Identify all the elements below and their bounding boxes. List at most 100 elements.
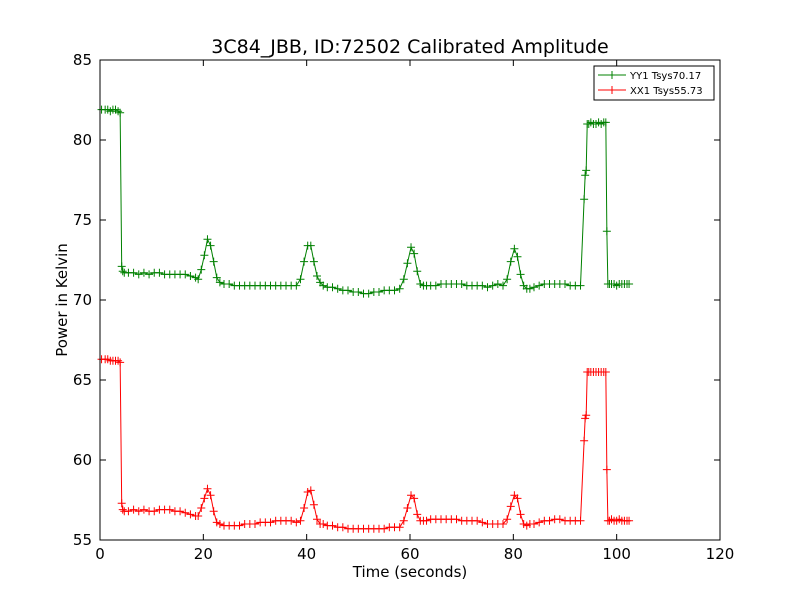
x-tick-label: 100 — [602, 545, 631, 563]
data-point — [235, 521, 244, 530]
data-point — [194, 275, 203, 284]
data-point — [186, 510, 195, 519]
data-point — [296, 516, 305, 525]
y-axis-title: Power in Kelvin — [53, 243, 71, 357]
data-point — [602, 465, 611, 474]
data-point — [625, 516, 634, 525]
data-point — [266, 518, 275, 527]
data-point — [181, 270, 190, 279]
data-point — [117, 499, 126, 508]
data-point — [150, 507, 159, 516]
data-point — [124, 507, 133, 516]
data-point — [309, 500, 318, 509]
data-point — [545, 516, 554, 525]
data-point — [300, 257, 309, 266]
data-point — [134, 507, 143, 516]
data-point — [155, 268, 164, 277]
x-tick-label: 120 — [706, 545, 735, 563]
data-point — [457, 280, 466, 288]
data-point — [525, 284, 534, 293]
legend-marker-xx1 — [608, 86, 616, 94]
data-point — [145, 270, 154, 279]
legend-label-yy1: YY1 Tsys70.17 — [629, 71, 701, 82]
legend-label-xx1: XX1 Tsys55.73 — [630, 86, 703, 97]
data-point — [292, 281, 301, 290]
data-point — [186, 272, 195, 280]
data-point — [116, 108, 125, 117]
data-point — [313, 272, 321, 280]
data-point — [503, 275, 512, 284]
legend-marker-yy1 — [608, 71, 616, 79]
y-tick-label: 85 — [73, 51, 92, 69]
data-point — [601, 368, 610, 376]
data-point — [225, 280, 234, 288]
data-point — [431, 281, 440, 290]
data-point — [473, 516, 482, 525]
data-point — [319, 520, 328, 528]
y-axis: 55 60 65 70 75 80 85 — [73, 51, 720, 549]
data-point — [499, 281, 507, 290]
data-point — [602, 227, 611, 236]
data-point — [530, 283, 538, 292]
data-point — [407, 243, 416, 252]
data-point — [413, 267, 422, 276]
data-point — [116, 358, 125, 367]
data-point — [390, 286, 399, 295]
x-tick-label: 80 — [504, 545, 523, 563]
data-point — [422, 516, 431, 525]
data-point — [215, 520, 224, 528]
data-point — [582, 166, 591, 175]
data-point — [209, 257, 218, 266]
data-point — [499, 520, 507, 528]
data-point — [209, 507, 218, 516]
data-point — [506, 502, 515, 511]
y-tick-label: 60 — [73, 451, 92, 469]
data-point — [203, 484, 212, 493]
data-point — [117, 262, 126, 271]
series-0 — [97, 105, 634, 298]
data-point — [165, 505, 174, 514]
data-point — [118, 505, 127, 514]
data-point — [118, 267, 127, 276]
data-point — [413, 510, 422, 519]
data-point — [309, 257, 318, 266]
x-tick-label: 0 — [95, 545, 105, 563]
data-point — [319, 281, 328, 290]
data-point — [197, 504, 206, 512]
data-point — [580, 436, 589, 445]
data-point — [197, 265, 206, 274]
x-tick-label: 20 — [194, 545, 213, 563]
data-point — [129, 505, 138, 514]
data-point — [452, 515, 461, 524]
data-point — [206, 241, 215, 250]
data-point — [251, 520, 259, 528]
data-point — [354, 288, 363, 296]
data-point — [580, 195, 589, 204]
data-point — [493, 280, 502, 288]
data-point — [364, 289, 373, 298]
data-point — [625, 280, 634, 288]
data-point — [200, 494, 209, 503]
legend: YY1 Tsys70.17 XX1 Tsys55.73 — [593, 65, 715, 101]
y-tick-label: 75 — [73, 211, 92, 229]
data-point — [306, 486, 315, 495]
data-point — [212, 273, 221, 282]
data-point — [114, 356, 123, 365]
data-point — [129, 268, 138, 277]
data-point — [200, 251, 209, 260]
data-point — [313, 515, 321, 524]
legend-entry-yy1: YY1 Tsys70.17 — [598, 71, 701, 82]
data-point — [296, 275, 305, 284]
data-point — [478, 281, 487, 290]
data-point — [215, 278, 224, 287]
data-point — [328, 521, 337, 530]
data-point — [503, 515, 512, 524]
data-point — [292, 518, 301, 527]
data-point — [581, 414, 590, 423]
data-point — [333, 284, 342, 293]
data-point — [399, 516, 408, 525]
data-point — [530, 520, 538, 528]
data-point — [206, 491, 215, 500]
data-point — [510, 244, 519, 253]
